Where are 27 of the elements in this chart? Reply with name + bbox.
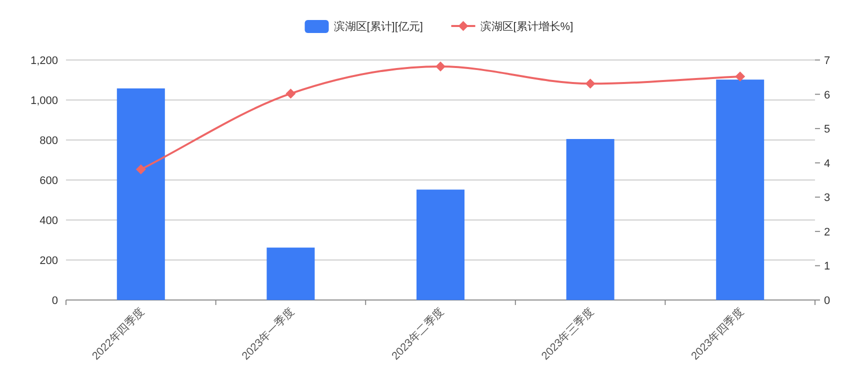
legend-label: 滨湖区[累计增长%] [480,20,574,33]
y2-tick-label: 1 [824,260,830,273]
point [585,78,596,89]
bar [566,139,614,300]
point [735,71,746,82]
y-tick-label: 400 [40,215,58,227]
bar [116,88,165,300]
y-tick-label: 200 [40,255,58,267]
y2-tick-label: 3 [824,192,830,204]
legend-label: 滨湖区[累计][亿元] [334,20,423,33]
point [286,88,296,99]
bar [416,190,464,300]
y-tick-label: 0 [52,295,58,307]
bar [266,248,315,300]
y2-tick-label: 7 [824,55,830,67]
y-tick-label: 600 [40,175,58,187]
y-tick-label: 800 [40,135,58,147]
y2-tick-label: 4 [824,158,830,170]
point [136,164,146,174]
point [436,62,446,72]
y2-tick-label: 6 [824,89,830,102]
bar [716,80,764,300]
y-tick-label: 1,000 [30,95,58,107]
y-tick-label: 1,200 [30,55,58,67]
y2-tick-label: 0 [824,295,830,307]
y2-tick-label: 2 [824,226,830,238]
y2-tick-label: 5 [824,124,830,136]
